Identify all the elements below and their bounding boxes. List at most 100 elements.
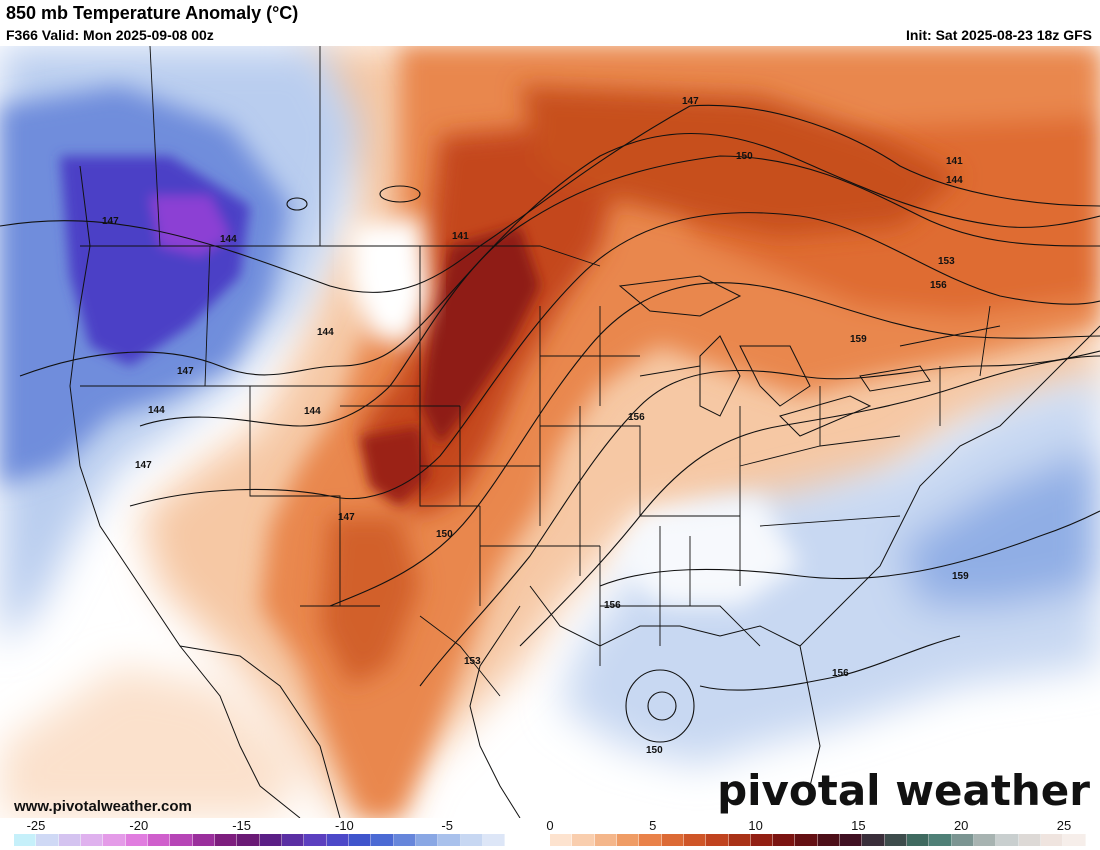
contour-label: 159 xyxy=(850,334,867,345)
colorbar-swatch xyxy=(103,834,126,846)
contour-label: 156 xyxy=(832,668,849,679)
header: 850 mb Temperature Anomaly (°C) F366 Val… xyxy=(0,0,1100,46)
colorbar-swatch xyxy=(572,834,595,846)
colorbar-swatch xyxy=(371,834,394,846)
colorbar-swatch xyxy=(170,834,193,846)
colorbar-tick-label: 20 xyxy=(953,818,969,833)
contour-label: 144 xyxy=(317,327,334,338)
init-time: Init: Sat 2025-08-23 18z GFS xyxy=(906,27,1092,43)
brand-logo: pivotal weather xyxy=(717,766,1090,815)
colorbar-swatch xyxy=(773,834,796,846)
colorbar-tick-label: 25 xyxy=(1056,818,1072,833)
contour-label: 144 xyxy=(304,406,321,417)
contour-label: 156 xyxy=(604,600,621,611)
colorbar-swatch xyxy=(304,834,327,846)
colorbar-swatch xyxy=(862,834,885,846)
contour-label: 141 xyxy=(946,156,963,167)
colorbar-swatch xyxy=(36,834,59,846)
colorbar-swatch xyxy=(728,834,751,846)
colorbar-swatch xyxy=(639,834,662,846)
colorbar-swatch xyxy=(259,834,282,846)
contour-label: 150 xyxy=(646,745,663,756)
contour-label: 156 xyxy=(930,280,947,291)
map-title: 850 mb Temperature Anomaly (°C) xyxy=(6,3,299,23)
colorbar-swatch xyxy=(1063,834,1086,846)
colorbar-swatch xyxy=(706,834,729,846)
contour-label-group: 147 150 141 144 153 156 159 144 141 147 … xyxy=(102,96,969,756)
colorbar-swatch xyxy=(80,834,104,846)
colorbar-swatch xyxy=(14,834,37,846)
colorbar-swatch xyxy=(214,834,238,846)
colorbar-swatch xyxy=(974,834,997,846)
colorbar-ticks: -25 -20 -15 -10 -5 0 5 10 15 20 25 xyxy=(0,818,1100,834)
white-gap-plains xyxy=(350,216,430,346)
colorbar-tick-label: -5 xyxy=(441,818,453,833)
colorbar-swatch xyxy=(505,834,528,846)
height-contours xyxy=(0,104,1100,743)
colorbar-swatch xyxy=(907,834,930,846)
colorbar-swatch xyxy=(460,834,483,846)
colorbar-swatch xyxy=(415,834,439,846)
contour-label: 153 xyxy=(464,656,481,667)
colorbar-tick-label: -15 xyxy=(232,818,251,833)
contour-label: 144 xyxy=(148,405,165,416)
colorbar-swatch xyxy=(58,834,81,846)
colorbar-swatch xyxy=(817,834,841,846)
contour-label: 147 xyxy=(177,366,194,377)
colorbar-swatch xyxy=(348,834,372,846)
colorbar-swatch xyxy=(393,834,416,846)
contour-label: 144 xyxy=(946,175,963,186)
valid-time: F366 Valid: Mon 2025-09-08 00z xyxy=(6,27,214,43)
colorbar-tick-label: 10 xyxy=(748,818,763,833)
cold-deep-field xyxy=(60,156,250,366)
colorbar-swatch xyxy=(594,834,617,846)
contour-label: 150 xyxy=(736,151,753,162)
colorbar-swatch xyxy=(549,834,573,846)
colorbar-tick-label: -10 xyxy=(334,818,354,833)
colorbar-swatch xyxy=(482,834,506,846)
colorbar-swatch xyxy=(840,834,863,846)
colorbar-swatch xyxy=(237,834,260,846)
contour-label: 147 xyxy=(338,512,355,523)
colorbar-swatch xyxy=(750,834,774,846)
contour-label: 147 xyxy=(102,216,119,227)
colorbar xyxy=(14,834,1086,848)
colorbar-swatch xyxy=(951,834,975,846)
colorbar-tick-label: -25 xyxy=(26,818,46,833)
colorbar-swatch xyxy=(616,834,640,846)
contour-label: 147 xyxy=(135,460,152,471)
state-borders xyxy=(80,46,1001,697)
contour-label: 156 xyxy=(628,412,645,423)
colorbar-swatch xyxy=(884,834,908,846)
contour-label: 144 xyxy=(220,234,237,245)
white-gap-east xyxy=(620,496,800,606)
colorbar-swatch xyxy=(795,834,818,846)
contour-label: 153 xyxy=(938,256,955,267)
coastlines xyxy=(69,165,1100,818)
colorbar-swatch xyxy=(1018,834,1042,846)
colorbar-swatch xyxy=(125,834,148,846)
colorbar-swatch xyxy=(996,834,1019,846)
great-lakes xyxy=(618,275,931,437)
colorbar-tick-label: 15 xyxy=(851,818,866,833)
contour-label: 159 xyxy=(952,571,969,582)
colorbar-swatch xyxy=(527,834,550,846)
colorbar-swatch xyxy=(929,834,952,846)
colorbar-tick-label: 5 xyxy=(649,818,657,833)
colorbar-tick-label: -20 xyxy=(129,818,149,833)
contour-label: 141 xyxy=(452,231,469,242)
colorbar-swatch xyxy=(438,834,461,846)
colorbar-swatch xyxy=(281,834,305,846)
anomaly-map: 147 150 141 144 153 156 159 144 141 147 … xyxy=(0,46,1100,818)
colorbar-swatch xyxy=(147,834,171,846)
colorbar-swatch xyxy=(326,834,349,846)
cold-east-field xyxy=(560,376,1100,766)
colorbar-swatch xyxy=(683,834,707,846)
contour-label: 147 xyxy=(682,96,699,107)
warm-extreme-field xyxy=(360,226,540,506)
colorbar-swatch xyxy=(1041,834,1064,846)
colorbar-tick-label: 0 xyxy=(546,818,554,833)
colorbar-swatch xyxy=(192,834,215,846)
colorbar-swatch xyxy=(661,834,684,846)
website-label: www.pivotalweather.com xyxy=(14,798,192,815)
